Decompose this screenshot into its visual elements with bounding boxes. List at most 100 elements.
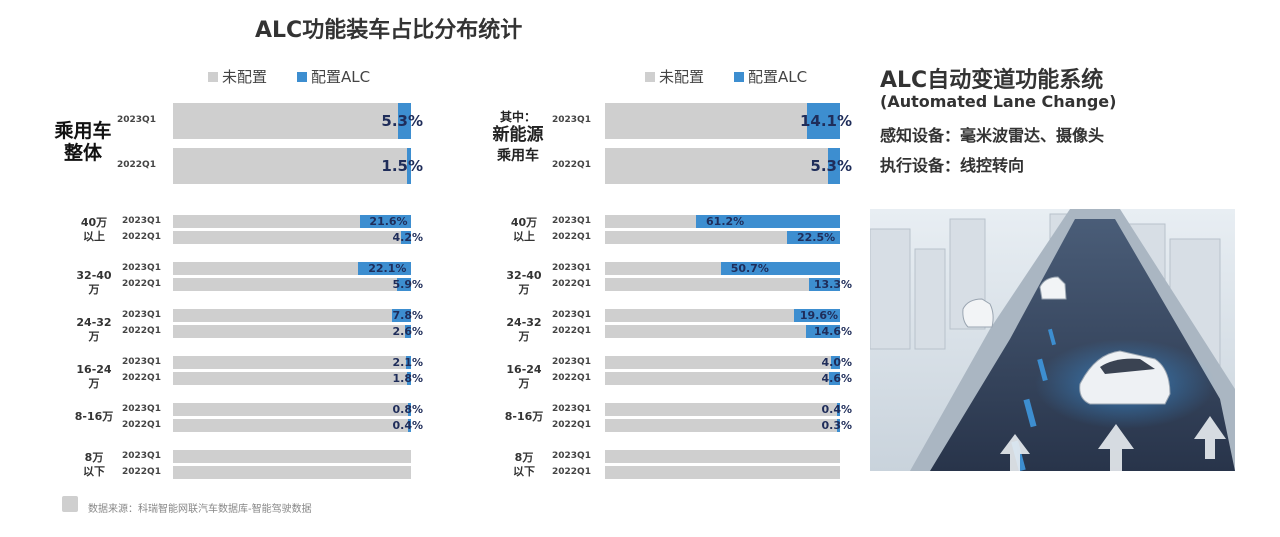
car-main (1079, 350, 1171, 405)
bar-configured (793, 309, 840, 322)
period-label: 2022Q1 (122, 373, 161, 383)
period-label: 2023Q1 (552, 216, 591, 226)
period-label: 2022Q1 (122, 467, 161, 477)
legend-left: 未配置 配置ALC (208, 66, 400, 87)
data-label: 4.0% (821, 356, 852, 369)
legend-label: 未配置 (659, 68, 705, 86)
data-label: 13.3% (813, 278, 852, 291)
data-label: 1.8% (392, 372, 423, 385)
bar-track: 0.3% (605, 419, 852, 432)
data-label: 0.4% (392, 419, 423, 432)
label-line: 乘用车 (54, 120, 112, 142)
label-line: 整体 (63, 142, 102, 164)
left-panel-label: 乘用车 整体 (48, 120, 118, 164)
period-label: 2023Q1 (122, 357, 161, 367)
period-label: 2022Q1 (122, 420, 161, 430)
bar-configured (401, 231, 411, 244)
bar-configured (827, 148, 840, 184)
bar-configured (830, 356, 840, 369)
data-label: 5.3% (381, 112, 423, 130)
data-label: 0.3% (821, 419, 852, 432)
segment-label-line: 以下 (513, 465, 535, 478)
legend-item-unconfigured: 未配置 (208, 66, 267, 87)
bar-track: 4.6% (605, 372, 852, 385)
bar-configured (808, 278, 840, 291)
segment-label-line: 8-16万 (74, 410, 114, 423)
period-label: 2023Q1 (552, 263, 591, 273)
data-label: 50.7% (730, 262, 769, 275)
period-label: 2022Q1 (552, 373, 591, 383)
data-label: 2.6% (392, 325, 423, 338)
data-label: 14.1% (799, 112, 852, 130)
data-label: 19.6% (799, 309, 838, 322)
segment-label-line: 以上 (513, 230, 535, 243)
segment-label-line: 32-40万 (76, 269, 112, 296)
segment-label-line: 16-24万 (76, 363, 112, 390)
info-actuators: 执行设备：线控转向 (880, 156, 1025, 175)
bar-track (605, 450, 840, 463)
legend-label: 未配置 (222, 68, 268, 86)
period-label: 2023Q1 (122, 310, 161, 320)
segment-label-line: 24-32万 (76, 316, 112, 343)
segment-label: 40万 以上 (72, 216, 116, 244)
bar-track: 2.1% (173, 356, 423, 369)
label-line: 新能源 (492, 125, 544, 145)
period-label: 2023Q1 (122, 404, 161, 414)
segment-label: 32-40万 (502, 269, 546, 297)
period-label: 2023Q1 (552, 451, 591, 461)
segment-label-line: 32-40万 (506, 269, 542, 296)
bar-configured (696, 215, 840, 228)
bar-configured (408, 403, 411, 416)
bar-track: 13.3% (605, 278, 852, 291)
segment-label-line: 8万 (514, 451, 534, 464)
bar-configured (806, 103, 840, 139)
bar-configured (396, 278, 411, 291)
segment-label: 32-40万 (72, 269, 116, 297)
segment-label-line: 8-16万 (504, 410, 544, 423)
legend-label: 配置ALC (748, 68, 808, 86)
segment-label-line: 8万 (84, 451, 104, 464)
bar-configured (837, 403, 840, 416)
data-label: 0.8% (392, 403, 423, 416)
label-line: 其中： (499, 110, 536, 124)
period-label: 2023Q1 (122, 216, 161, 226)
bar-track: 0.4% (605, 403, 852, 416)
legend-swatch-gray (208, 71, 218, 82)
segment-label-line: 40万 (80, 216, 108, 229)
period-label: 2022Q1 (552, 420, 591, 430)
info-subtitle: (Automated Lane Change) (880, 92, 1117, 111)
bar-track: 50.7% (605, 262, 840, 275)
segment-label: 8万 以下 (72, 451, 116, 479)
bar-track (173, 450, 411, 463)
bar-track: 22.5% (605, 231, 840, 244)
segment-label-line: 16-24万 (506, 363, 542, 390)
bar-track: 7.8% (173, 309, 423, 322)
bar-configured (392, 309, 411, 322)
period-label: 2022Q1 (122, 279, 161, 289)
segment-label: 8-16万 (72, 410, 116, 424)
segment-label: 8万 以下 (502, 451, 546, 479)
data-label: 22.5% (796, 231, 836, 244)
info-title: ALC自动变道功能系统 (880, 68, 1104, 93)
data-label: 5.3% (810, 157, 852, 175)
bar-configured (406, 356, 411, 369)
car-far (1039, 276, 1067, 300)
legend-item-configured: 配置ALC (297, 66, 370, 87)
bar-track: 19.6% (605, 309, 840, 322)
bar-track: 4.0% (605, 356, 852, 369)
bar-configured (398, 103, 411, 139)
road-arrows (1000, 416, 1226, 471)
period-label: 2022Q1 (122, 326, 161, 336)
bar-track: 5.9% (173, 278, 423, 291)
period-label: 2022Q1 (117, 160, 156, 170)
road-illustration (870, 209, 1235, 471)
legend-item-configured: 配置ALC (734, 66, 807, 87)
bar-configured (805, 325, 840, 338)
bar-track: 2.6% (173, 325, 423, 338)
data-label: 2.1% (392, 356, 423, 369)
segment-label: 16-24万 (72, 363, 116, 391)
period-label: 2022Q1 (552, 160, 591, 170)
bar-configured (359, 215, 411, 228)
segment-label: 16-24万 (502, 363, 546, 391)
segment-label-line: 以上 (83, 230, 105, 243)
